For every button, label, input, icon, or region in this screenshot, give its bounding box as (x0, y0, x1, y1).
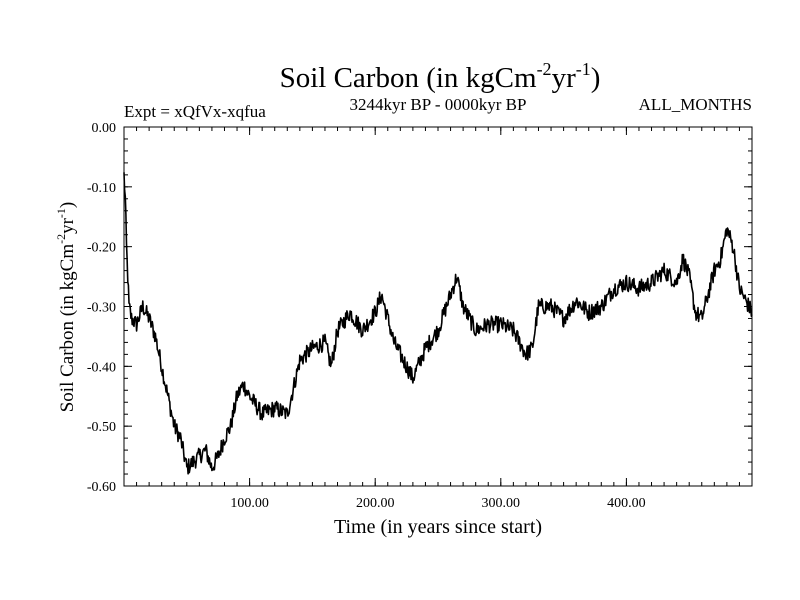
series-line (123, 172, 753, 475)
time-range-label: 3244kyr BP - 0000kyr BP (350, 95, 527, 114)
y-axis-ticks: 0.00 -0.10 -0.20 -0.30 -0.40 -0.50 -0.60 (87, 121, 752, 495)
y-tick-label: 0.00 (92, 121, 117, 136)
chart-title: Soil Carbon (in kgCm-2yr-1) (280, 59, 601, 94)
y-tick-label: -0.50 (87, 420, 116, 435)
x-tick-label: 300.00 (482, 496, 521, 511)
y-axis-label: Soil Carbon (in kgCm-2yr-1) (54, 202, 78, 413)
months-label: ALL_MONTHS (639, 95, 752, 114)
x-tick-label: 200.00 (356, 496, 395, 511)
x-tick-label: 400.00 (607, 496, 646, 511)
y-tick-label: -0.30 (87, 301, 116, 316)
y-tick-label: -0.60 (87, 480, 116, 495)
x-tick-label: 100.00 (230, 496, 269, 511)
plot-frame (123, 126, 753, 487)
experiment-label: Expt = xQfVx-xqfua (124, 102, 266, 121)
series-group (123, 172, 753, 475)
x-axis-ticks: 100.00 200.00 300.00 400.00 (136, 127, 740, 511)
y-tick-label: -0.40 (87, 360, 116, 375)
x-axis-label: Time (in years since start) (334, 516, 542, 538)
y-tick-label: -0.10 (87, 181, 116, 196)
y-tick-label: -0.20 (87, 241, 116, 256)
